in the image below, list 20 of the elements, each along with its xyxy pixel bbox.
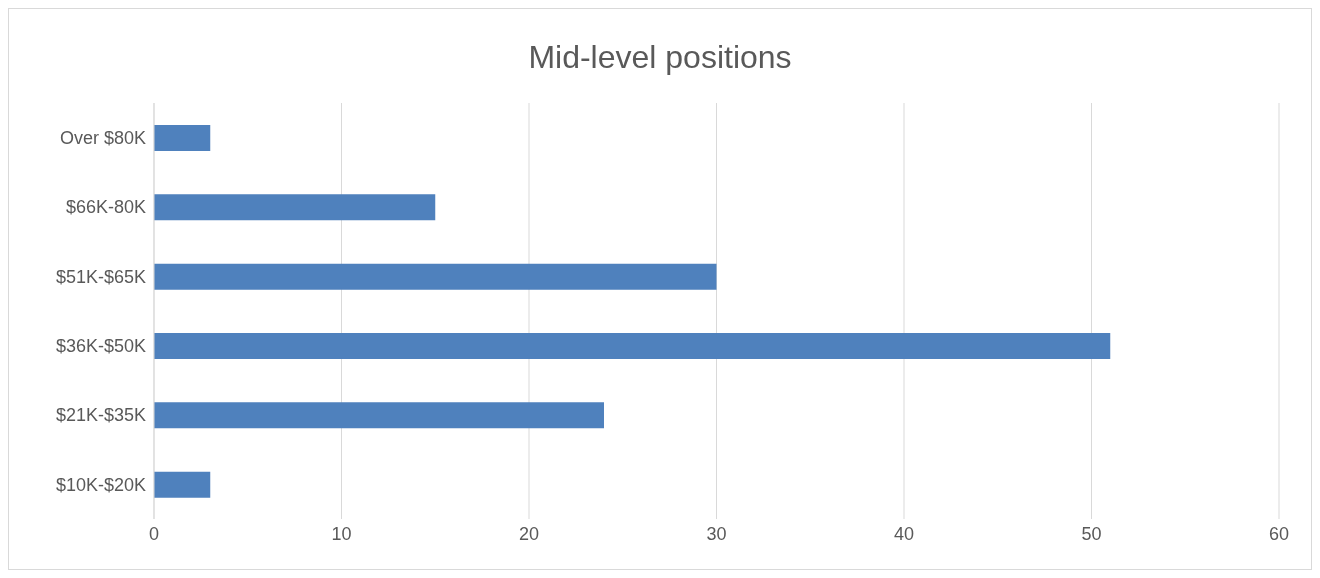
x-tick-label: 20 bbox=[518, 523, 540, 544]
y-tick-label: $66K-80K bbox=[65, 197, 146, 218]
y-tick-label: $36K-$50K bbox=[55, 336, 146, 357]
x-tick-label: 60 bbox=[1268, 523, 1290, 544]
y-tick-label: $21K-$35K bbox=[55, 405, 146, 426]
x-tick-label: 40 bbox=[893, 523, 915, 544]
bar bbox=[154, 125, 211, 151]
y-tick-label: Over $80K bbox=[59, 128, 146, 149]
chart-title: Mid-level positions bbox=[527, 38, 793, 77]
x-tick-label: 0 bbox=[148, 523, 160, 544]
bar bbox=[154, 333, 1111, 359]
x-tick-label: 50 bbox=[1081, 523, 1102, 544]
bar bbox=[154, 194, 436, 221]
x-tick-label: 30 bbox=[706, 523, 727, 544]
x-tick-label: 10 bbox=[331, 523, 352, 544]
y-tick-label: $51K-$65K bbox=[55, 266, 146, 287]
bar bbox=[154, 402, 604, 429]
bar bbox=[154, 263, 717, 290]
y-tick-label: $10K-$20K bbox=[55, 474, 146, 495]
bar bbox=[154, 471, 211, 498]
